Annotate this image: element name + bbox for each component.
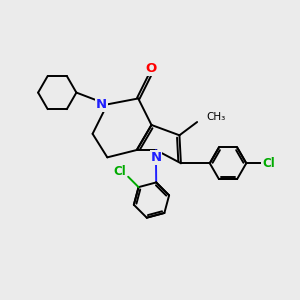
Text: O: O	[146, 62, 157, 75]
Text: Cl: Cl	[262, 157, 275, 170]
Text: CH₃: CH₃	[206, 112, 225, 122]
Text: N: N	[150, 151, 161, 164]
Text: Cl: Cl	[113, 165, 126, 178]
Text: N: N	[96, 98, 107, 111]
